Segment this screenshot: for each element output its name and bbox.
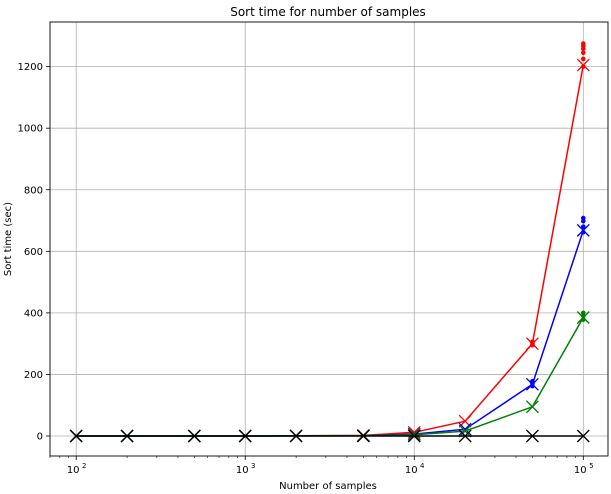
x-marker (407, 428, 421, 442)
series-2 (69, 310, 590, 443)
x-marker (525, 337, 539, 351)
y-tick-label: 200 (24, 370, 43, 381)
series-1 (69, 215, 590, 443)
x-marker (356, 429, 370, 443)
x-tick-label: 10 (67, 465, 80, 476)
y-axis-label: Sort time (sec) (3, 202, 14, 276)
series-3 (69, 429, 590, 443)
y-tick-label: 1000 (18, 124, 43, 135)
plot-frame (49, 21, 609, 457)
x-tick-label: 10 (574, 465, 587, 476)
grid (50, 22, 608, 456)
y-tick-label: 1200 (18, 62, 43, 73)
scatter-point (580, 224, 586, 229)
x-marker (576, 429, 590, 443)
x-tick-label: 10 (405, 465, 418, 476)
x-marker (407, 429, 421, 443)
x-marker (458, 422, 472, 436)
x-axis-ticks: 10 2 10 3 10 4 10 5 (49, 456, 594, 476)
y-tick-label: 400 (24, 308, 43, 319)
series-line (76, 317, 584, 437)
series-line (76, 230, 585, 437)
x-marker (525, 377, 539, 391)
x-tick-exponent: 4 (420, 462, 425, 470)
y-tick-label: 800 (24, 185, 43, 196)
x-axis-label: Number of samples (279, 481, 377, 492)
x-tick-label: 10 (236, 465, 249, 476)
scatter-point (580, 41, 586, 46)
chart-title: Sort time for number of samples (230, 5, 426, 19)
x-marker (576, 58, 590, 72)
x-marker (576, 311, 590, 324)
y-tick-label: 0 (37, 431, 43, 442)
y-axis-ticks: 0 200 400 600 800 1000 1200 (18, 62, 50, 442)
x-tick-exponent: 3 (251, 462, 255, 470)
series-line (76, 64, 585, 437)
x-marker (238, 429, 252, 443)
series-0 (69, 41, 590, 443)
x-tick-exponent: 5 (589, 462, 593, 470)
x-marker (289, 429, 303, 443)
scatter-point (580, 56, 586, 62)
x-marker (525, 429, 539, 443)
x-marker (458, 429, 472, 443)
x-marker (576, 223, 590, 237)
scatter-point (580, 310, 586, 316)
x-marker (187, 429, 201, 443)
x-marker (69, 429, 83, 443)
x-marker (458, 424, 472, 438)
scatter-point (580, 50, 586, 56)
scatter-point (580, 215, 586, 221)
x-marker (525, 400, 539, 414)
x-marker (120, 429, 134, 443)
series-layer (69, 41, 590, 443)
y-tick-label: 600 (24, 247, 43, 258)
x-tick-exponent: 2 (82, 462, 86, 470)
